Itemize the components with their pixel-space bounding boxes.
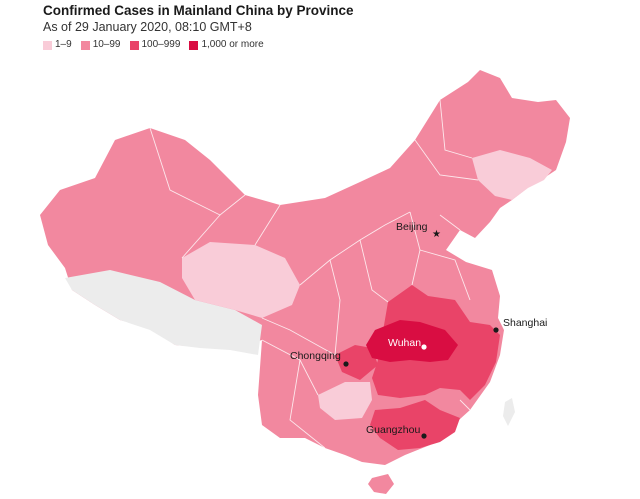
region-hubei xyxy=(366,320,458,362)
city-wuhan: Wuhan xyxy=(388,337,427,350)
city-label-shanghai: Shanghai xyxy=(503,317,547,329)
map-header: Confirmed Cases in Mainland China by Pro… xyxy=(43,2,354,35)
legend-swatch xyxy=(129,40,139,50)
legend-label: 1–9 xyxy=(55,39,72,50)
dot-icon xyxy=(343,361,349,367)
city-label-wuhan: Wuhan xyxy=(388,337,421,349)
legend-swatch xyxy=(189,40,199,50)
legend-label: 1,000 or more xyxy=(201,39,264,50)
region-jilin xyxy=(472,150,552,200)
region-taiwan xyxy=(503,398,515,426)
mainland-base xyxy=(40,70,570,465)
city-chongqing: Chongqing xyxy=(290,350,349,367)
star-icon: ★ xyxy=(432,229,441,240)
city-label-guangzhou: Guangzhou xyxy=(366,424,420,436)
province-borders xyxy=(149,99,479,449)
legend-item-1000-plus: 1,000 or more xyxy=(189,39,264,51)
region-qinghai xyxy=(182,242,300,318)
legend-item-10-99: 10–99 xyxy=(80,39,121,51)
legend-label: 10–99 xyxy=(92,39,121,50)
dot-icon xyxy=(493,327,499,333)
region-chongqing xyxy=(335,345,378,380)
region-hainan xyxy=(368,474,394,494)
region-guangdong xyxy=(370,400,460,450)
map-title: Confirmed Cases in Mainland China by Pro… xyxy=(43,3,354,18)
city-guangzhou: Guangzhou xyxy=(366,424,427,439)
legend-item-1-9: 1–9 xyxy=(43,39,72,51)
region-guizhou xyxy=(318,382,372,420)
legend-swatch xyxy=(43,40,52,50)
map-subtitle: As of 29 January 2020, 08:10 GMT+8 xyxy=(43,20,252,34)
legend: 1–9 10–99 100–999 1,000 or more xyxy=(43,39,264,51)
region-tibet xyxy=(65,270,262,355)
city-label-beijing: Beijing xyxy=(396,221,428,233)
dot-icon xyxy=(421,344,427,350)
city-shanghai: Shanghai xyxy=(493,317,547,333)
legend-item-100-999: 100–999 xyxy=(129,39,181,51)
legend-swatch xyxy=(80,40,90,50)
city-beijing: Beijing ★ xyxy=(396,221,441,240)
city-label-chongqing: Chongqing xyxy=(290,350,341,362)
dot-icon xyxy=(421,433,427,439)
legend-label: 100–999 xyxy=(141,39,181,50)
